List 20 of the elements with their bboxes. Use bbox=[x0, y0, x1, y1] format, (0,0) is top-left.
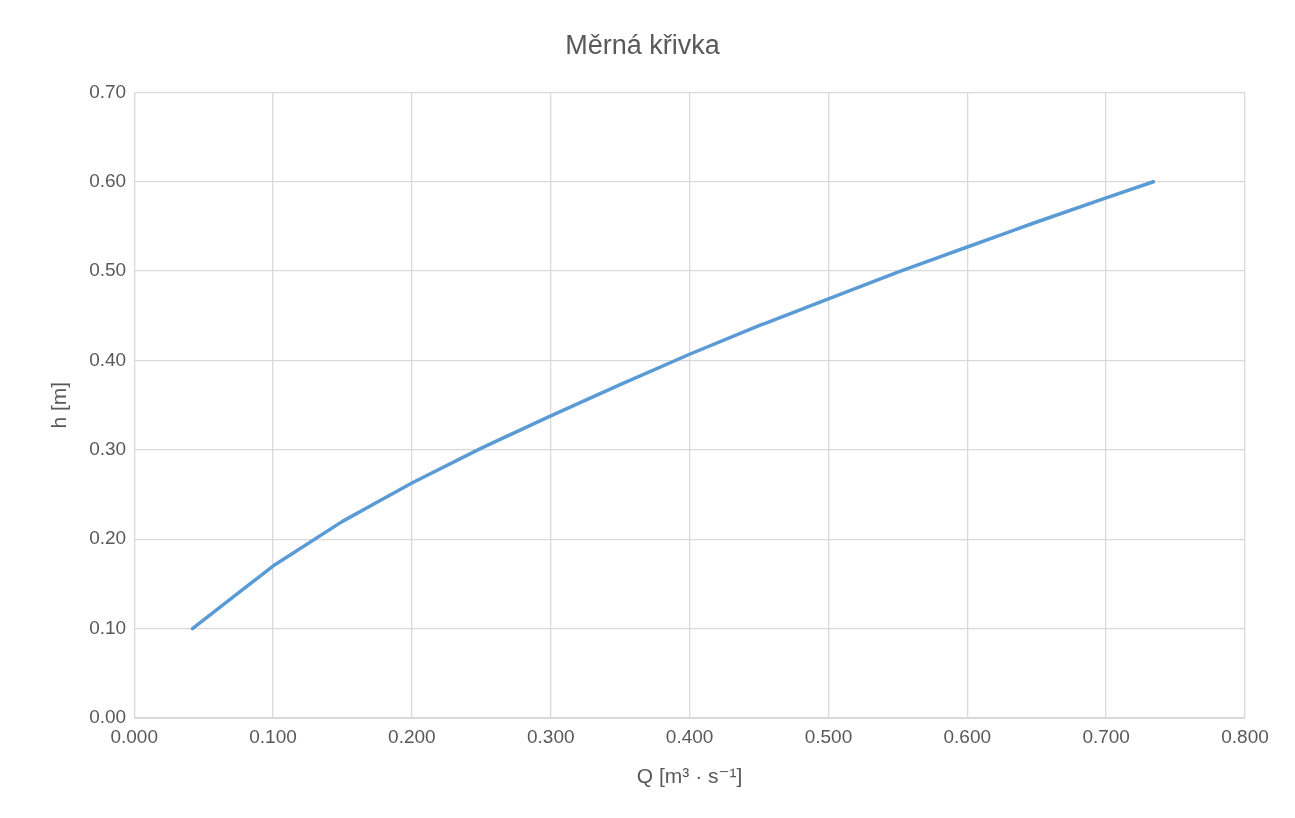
x-tick-label: 0.000 bbox=[110, 725, 158, 747]
x-tick-label: 0.200 bbox=[388, 725, 436, 747]
y-tick-label: 0.50 bbox=[89, 259, 127, 281]
x-tick-label: 0.600 bbox=[943, 725, 992, 747]
x-tick-label: 0.800 bbox=[1221, 725, 1269, 747]
x-tick-label: 0.500 bbox=[804, 725, 853, 747]
y-axis-title: h [m] bbox=[47, 381, 71, 429]
y-tick-label: 0.60 bbox=[89, 170, 127, 192]
x-axis-title: Q [m³ · s⁻¹] bbox=[636, 764, 743, 788]
y-tick-label: 0.00 bbox=[89, 706, 127, 728]
y-tick-label: 0.20 bbox=[89, 527, 127, 549]
x-tick-label: 0.300 bbox=[526, 725, 575, 747]
chart-title: Měrná křivka bbox=[565, 29, 721, 60]
x-tick-label: 0.100 bbox=[249, 725, 297, 747]
y-tick-label: 0.40 bbox=[89, 348, 127, 370]
y-tick-label: 0.10 bbox=[89, 616, 127, 638]
x-tick-label: 0.400 bbox=[665, 725, 714, 747]
x-tick-label: 0.700 bbox=[1082, 725, 1130, 747]
y-tick-label: 0.70 bbox=[89, 80, 127, 102]
y-tick-label: 0.30 bbox=[89, 438, 127, 460]
